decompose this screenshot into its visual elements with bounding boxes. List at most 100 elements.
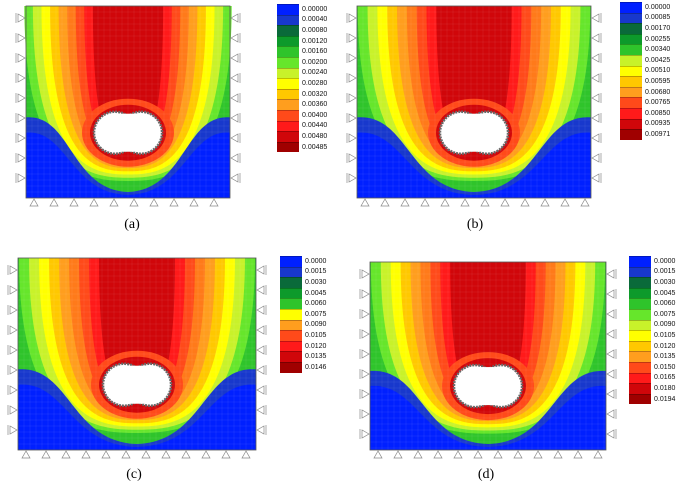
caption-c: (c) [126, 467, 142, 482]
roller-support-right [256, 305, 265, 315]
legend-entry: 0.0060 [629, 298, 675, 309]
roller-support-left [348, 33, 357, 43]
legend-value: 0.0180 [654, 384, 676, 392]
roller-support-left [361, 409, 370, 419]
roller-support-right [230, 53, 239, 63]
legend-swatch [629, 298, 651, 309]
roller-support-left [348, 93, 357, 103]
legend-swatch [620, 12, 642, 24]
legend-value: 0.0165 [654, 374, 676, 382]
roller-support-right [606, 429, 615, 439]
pin-support-bottom [181, 450, 191, 459]
pin-support-bottom [560, 198, 570, 207]
legend-swatch [280, 340, 302, 352]
roller-support-right [230, 133, 239, 143]
roller-support-right [591, 73, 600, 83]
legend-swatch [629, 361, 651, 373]
legend-value: 0.0000 [305, 257, 327, 265]
pin-support-bottom [360, 198, 370, 207]
pin-support-bottom [209, 198, 219, 207]
legend-value: 0.0000 [654, 257, 676, 265]
legend-swatch [620, 2, 642, 13]
legend-entry: 0.0000 [280, 256, 326, 267]
pin-support-bottom [69, 198, 79, 207]
contour-plot-b [346, 5, 602, 207]
legend-swatch [277, 35, 299, 47]
legend-swatch [277, 88, 299, 100]
legend-value: 0.00340 [645, 46, 671, 54]
legend-value: 0.00400 [302, 111, 328, 119]
pin-support-bottom [201, 450, 211, 459]
legend-entry: 0.00170 [620, 23, 670, 34]
roller-support-left [348, 133, 357, 143]
roller-support-right [591, 153, 600, 163]
legend-value: 0.0060 [654, 300, 676, 308]
caption-b: (b) [466, 217, 484, 232]
pin-support-bottom [89, 198, 99, 207]
pin-support-bottom [393, 450, 403, 459]
legend-entry: 0.00000 [620, 2, 670, 13]
mesh-overlay [17, 257, 256, 451]
legend-swatch [277, 131, 299, 142]
roller-support-left [17, 53, 26, 63]
roller-support-left [9, 285, 18, 295]
legend-value: 0.0150 [654, 363, 676, 371]
roller-support-right [606, 289, 615, 299]
roller-support-left [348, 173, 357, 183]
legend-swatch [629, 277, 651, 288]
roller-support-left [17, 13, 26, 23]
roller-support-right [606, 349, 615, 359]
legend-value: 0.00765 [645, 99, 671, 107]
pin-support-bottom [573, 450, 583, 459]
legend-entry: 0.00240 [277, 67, 328, 79]
legend-entry: 0.00340 [620, 44, 670, 55]
legend-value: 0.00240 [302, 69, 328, 77]
roller-support-left [17, 93, 26, 103]
pin-support-bottom [169, 198, 179, 207]
legend-swatch [280, 351, 302, 362]
contour-plot-c [7, 257, 267, 459]
legend-swatch [620, 76, 642, 87]
legend-value: 0.00595 [645, 77, 671, 85]
pin-support-bottom [121, 450, 131, 459]
pin-support-bottom [593, 450, 603, 459]
roller-support-left [348, 53, 357, 63]
pin-support-bottom [221, 450, 231, 459]
legend-entry: 0.0060 [280, 298, 326, 309]
legend-value: 0.00280 [302, 79, 328, 87]
roller-support-right [606, 369, 615, 379]
legend-swatch [620, 65, 642, 77]
legend-swatch [277, 4, 299, 15]
legend-swatch [280, 308, 302, 320]
roller-support-right [230, 113, 239, 123]
legend-entry: 0.00320 [277, 88, 327, 100]
contour-plot-d [359, 261, 617, 459]
roller-support-right [606, 409, 615, 419]
roller-support-right [591, 53, 600, 63]
roller-support-left [361, 329, 370, 339]
roller-support-right [256, 365, 265, 375]
legend-entry: 0.0015 [280, 266, 326, 278]
pin-support-bottom [129, 198, 139, 207]
legend-entry: 0.00255 [620, 33, 670, 45]
legend-entry: 0.0030 [629, 277, 675, 288]
pin-support-bottom [413, 450, 423, 459]
legend-swatch [280, 287, 302, 299]
roller-support-left [9, 265, 18, 275]
legend-a: 0.00000 0.00040 0.00080 0.00120 0.00160 0.002… [277, 4, 328, 153]
legend-swatch [620, 44, 642, 55]
pin-support-bottom [29, 198, 39, 207]
legend-value: 0.0075 [305, 310, 327, 318]
legend-swatch [620, 23, 642, 34]
pin-support-bottom [241, 450, 251, 459]
pin-support-bottom [109, 198, 119, 207]
roller-support-right [230, 13, 239, 23]
legend-value: 0.00120 [302, 37, 328, 45]
legend-value: 0.0105 [654, 331, 676, 339]
roller-support-right [591, 133, 600, 143]
pin-support-bottom [433, 450, 443, 459]
roller-support-left [361, 389, 370, 399]
legend-entry: 0.0150 [629, 361, 676, 373]
legend-swatch [277, 109, 299, 121]
legend-c: 0.0000 0.0015 0.0030 0.0045 0.0060 0.0075 0.00… [280, 256, 326, 373]
